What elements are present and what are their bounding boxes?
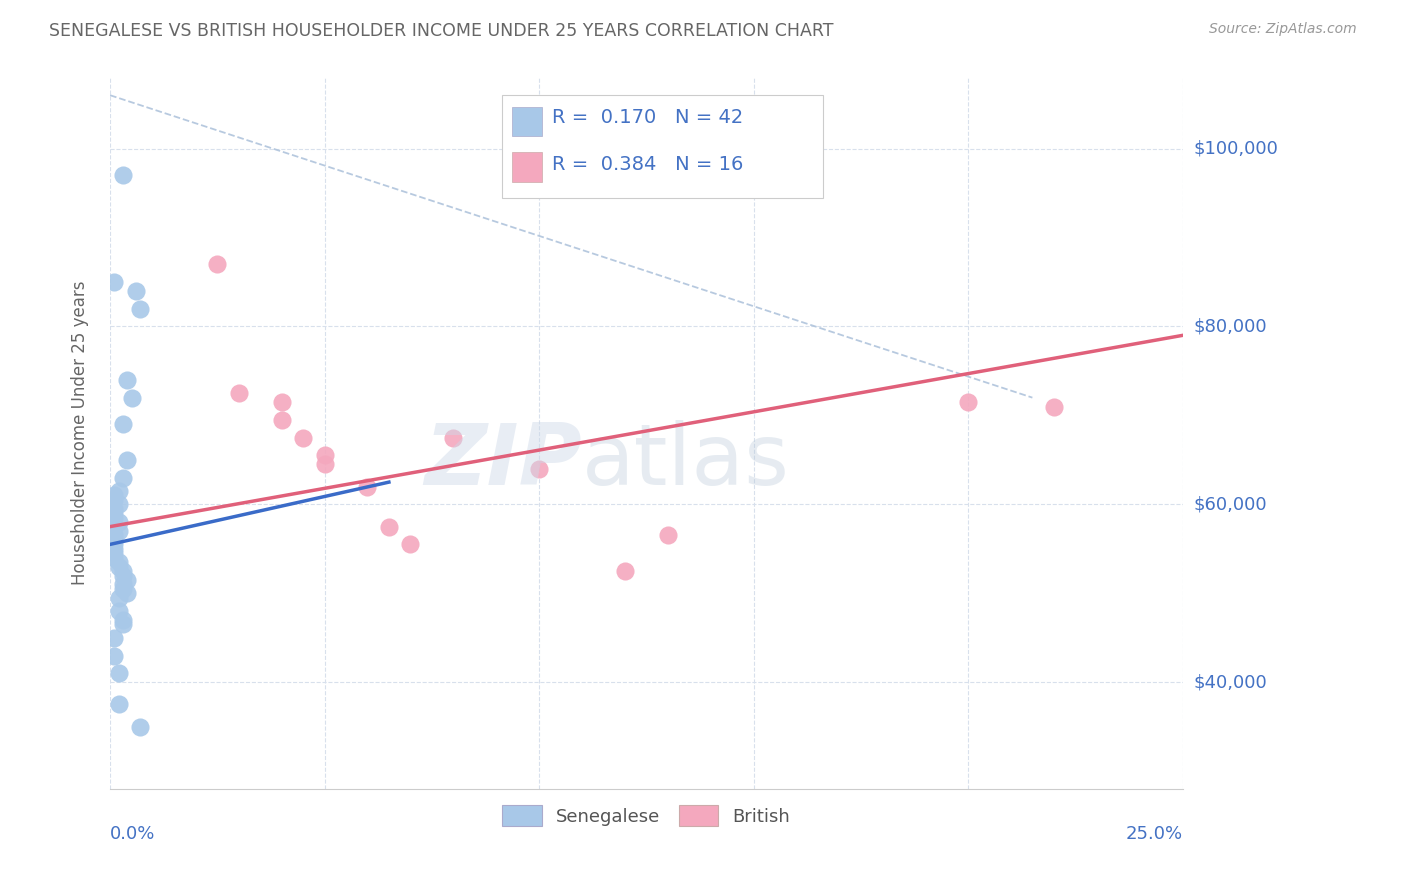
Point [107, 555, 129, 569]
Point [111, 168, 134, 182]
Point [270, 395, 292, 409]
Point [115, 586, 138, 600]
Text: 25.0%: 25.0% [1125, 824, 1182, 843]
Point [115, 373, 138, 387]
Text: SENEGALESE VS BRITISH HOUSEHOLDER INCOME UNDER 25 YEARS CORRELATION CHART: SENEGALESE VS BRITISH HOUSEHOLDER INCOME… [49, 22, 834, 40]
Point [441, 431, 464, 445]
Point [103, 648, 125, 663]
Point [121, 391, 143, 405]
Point [103, 488, 125, 502]
Point [103, 533, 125, 547]
Point [103, 541, 125, 556]
Point [957, 395, 980, 409]
Text: $60,000: $60,000 [1194, 495, 1267, 514]
Text: atlas: atlas [582, 420, 790, 503]
Point [314, 458, 336, 472]
Point [228, 386, 250, 401]
Point [111, 417, 134, 432]
Point [103, 510, 125, 524]
Point [103, 506, 125, 520]
Point [103, 501, 125, 516]
Text: $80,000: $80,000 [1194, 318, 1267, 335]
Point [613, 564, 636, 578]
Point [356, 479, 378, 493]
Point [111, 617, 134, 632]
Point [103, 546, 125, 560]
Point [527, 462, 550, 476]
Legend: Senegalese, British: Senegalese, British [495, 798, 797, 833]
Point [107, 483, 129, 498]
Point [107, 604, 129, 618]
Point [129, 301, 152, 316]
Text: R =  0.170   N = 42: R = 0.170 N = 42 [553, 109, 744, 128]
Text: $40,000: $40,000 [1194, 673, 1267, 691]
Point [399, 537, 422, 551]
Y-axis label: Householder Income Under 25 years: Householder Income Under 25 years [72, 281, 89, 585]
Point [1043, 400, 1066, 414]
Text: Source: ZipAtlas.com: Source: ZipAtlas.com [1209, 22, 1357, 37]
Point [103, 275, 125, 289]
Point [314, 449, 336, 463]
Point [111, 577, 134, 591]
Point [107, 559, 129, 574]
FancyBboxPatch shape [502, 95, 824, 198]
Point [115, 453, 138, 467]
Point [107, 591, 129, 605]
Point [103, 550, 125, 565]
Text: R =  0.384   N = 16: R = 0.384 N = 16 [553, 154, 744, 174]
Point [107, 497, 129, 511]
Text: $100,000: $100,000 [1194, 139, 1278, 158]
Point [111, 613, 134, 627]
Point [107, 698, 129, 712]
Point [207, 257, 229, 271]
Point [111, 564, 134, 578]
Point [103, 528, 125, 542]
Point [129, 720, 152, 734]
Point [115, 573, 138, 587]
Point [270, 413, 292, 427]
Point [103, 519, 125, 533]
Point [107, 524, 129, 538]
Point [103, 537, 125, 551]
Point [111, 568, 134, 582]
Point [111, 471, 134, 485]
Point [107, 666, 129, 681]
Point [378, 519, 401, 533]
Point [657, 528, 679, 542]
FancyBboxPatch shape [512, 153, 543, 182]
Point [292, 431, 315, 445]
Text: 0.0%: 0.0% [110, 824, 156, 843]
Point [103, 492, 125, 507]
FancyBboxPatch shape [512, 107, 543, 136]
Point [125, 284, 148, 298]
Point [111, 582, 134, 596]
Point [103, 631, 125, 645]
Text: ZIP: ZIP [425, 420, 582, 503]
Point [107, 515, 129, 529]
